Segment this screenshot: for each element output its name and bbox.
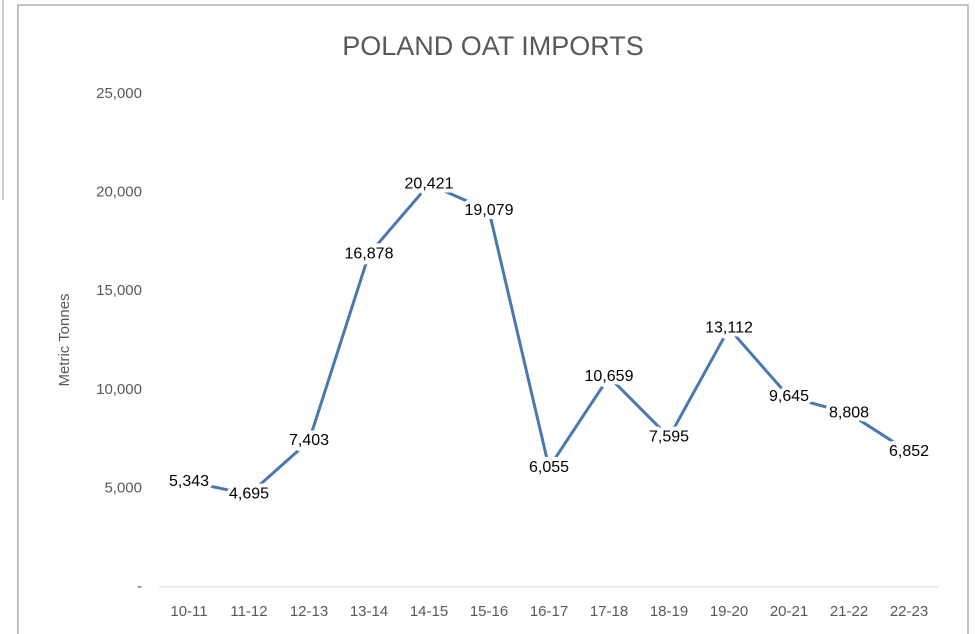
data-label: 5,343 xyxy=(169,473,209,490)
chart-title: POLAND OAT IMPORTS xyxy=(342,31,644,61)
y-tick-label: 15,000 xyxy=(96,282,142,299)
data-label: 7,403 xyxy=(289,432,329,449)
data-label: 4,695 xyxy=(229,486,269,503)
x-tick-label: 12-13 xyxy=(290,603,328,620)
data-label: 10,659 xyxy=(585,368,634,385)
data-label: 19,079 xyxy=(465,202,514,219)
data-label: 7,595 xyxy=(649,428,689,445)
y-tick-label: 25,000 xyxy=(96,85,142,102)
y-tick-label: - xyxy=(137,578,142,595)
x-tick-label: 22-23 xyxy=(890,603,928,620)
x-tick-label: 18-19 xyxy=(650,603,688,620)
y-axis-title: Metric Tonnes xyxy=(56,293,73,386)
x-tick-label: 20-21 xyxy=(770,603,808,620)
line xyxy=(188,182,910,496)
data-label: 20,421 xyxy=(405,176,454,193)
x-tick-label: 13-14 xyxy=(350,603,388,620)
chart-frame xyxy=(17,4,969,634)
data-label: 16,878 xyxy=(345,245,394,262)
y-tick-label: 20,000 xyxy=(96,184,142,201)
x-tick-label: 19-20 xyxy=(710,603,748,620)
y-tick-label: 5,000 xyxy=(104,479,142,496)
x-tick-label: 21-22 xyxy=(830,603,868,620)
y-tick-label: 10,000 xyxy=(96,381,142,398)
x-tick-label: 11-12 xyxy=(230,603,267,620)
data-label: 6,852 xyxy=(889,443,929,460)
data-label: 13,112 xyxy=(705,320,753,337)
x-tick-label: 17-18 xyxy=(590,603,628,620)
x-tick-label: 15-16 xyxy=(470,603,508,620)
x-tick-label: 14-15 xyxy=(410,603,448,620)
x-tick-label: 16-17 xyxy=(530,603,568,620)
x-tick-label: 10-11 xyxy=(170,603,207,620)
data-label: 8,808 xyxy=(829,405,869,422)
data-label: 6,055 xyxy=(529,459,569,476)
data-label: 9,645 xyxy=(769,388,809,405)
